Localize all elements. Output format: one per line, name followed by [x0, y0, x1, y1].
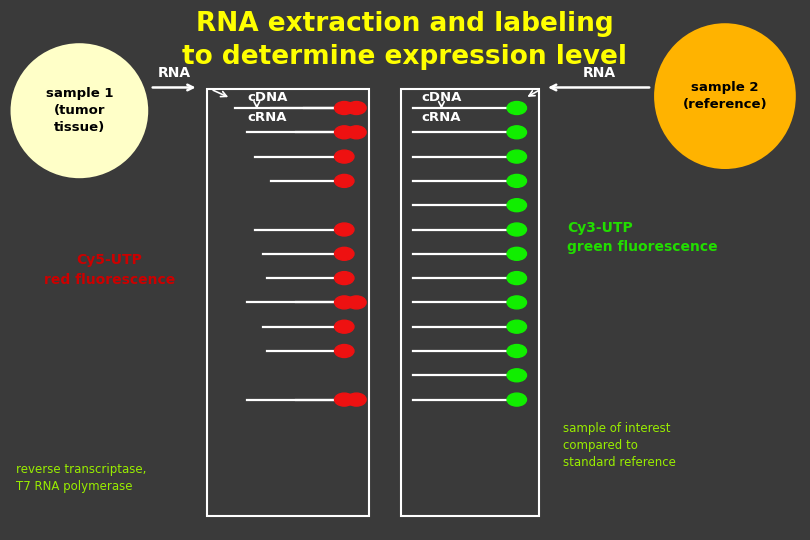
Text: sample 1
(tumor
tissue): sample 1 (tumor tissue)	[45, 87, 113, 134]
Text: RNA: RNA	[158, 66, 190, 80]
Circle shape	[335, 272, 354, 285]
Text: RNA extraction and labeling: RNA extraction and labeling	[196, 11, 614, 37]
Circle shape	[507, 247, 526, 260]
Circle shape	[335, 223, 354, 236]
Circle shape	[335, 320, 354, 333]
Circle shape	[507, 126, 526, 139]
Circle shape	[507, 150, 526, 163]
Text: cRNA: cRNA	[247, 111, 287, 124]
Circle shape	[335, 102, 354, 114]
Text: cDNA: cDNA	[421, 91, 462, 104]
Circle shape	[507, 296, 526, 309]
Circle shape	[507, 393, 526, 406]
Ellipse shape	[654, 23, 795, 169]
Text: sample of interest
compared to
standard reference: sample of interest compared to standard …	[563, 422, 676, 469]
Circle shape	[347, 126, 366, 139]
Text: sample 2
(reference): sample 2 (reference)	[683, 81, 767, 111]
Circle shape	[507, 199, 526, 212]
Circle shape	[335, 150, 354, 163]
Circle shape	[507, 102, 526, 114]
Circle shape	[347, 393, 366, 406]
Circle shape	[507, 369, 526, 382]
Text: reverse transcriptase,
T7 RNA polymerase: reverse transcriptase, T7 RNA polymerase	[16, 463, 147, 493]
Circle shape	[335, 393, 354, 406]
Text: RNA: RNA	[583, 66, 616, 80]
Circle shape	[507, 223, 526, 236]
Circle shape	[507, 320, 526, 333]
Circle shape	[335, 296, 354, 309]
Ellipse shape	[11, 43, 148, 178]
Text: cRNA: cRNA	[421, 111, 461, 124]
Circle shape	[335, 345, 354, 357]
Circle shape	[347, 102, 366, 114]
Text: Cy5-UTP
red fluorescence: Cy5-UTP red fluorescence	[44, 253, 175, 287]
Circle shape	[507, 174, 526, 187]
Circle shape	[507, 272, 526, 285]
Text: Cy3-UTP
green fluorescence: Cy3-UTP green fluorescence	[567, 221, 718, 254]
Text: cDNA: cDNA	[247, 91, 288, 104]
Circle shape	[347, 296, 366, 309]
Text: to determine expression level: to determine expression level	[182, 44, 628, 70]
Circle shape	[507, 345, 526, 357]
Circle shape	[335, 247, 354, 260]
Circle shape	[335, 126, 354, 139]
Circle shape	[335, 174, 354, 187]
